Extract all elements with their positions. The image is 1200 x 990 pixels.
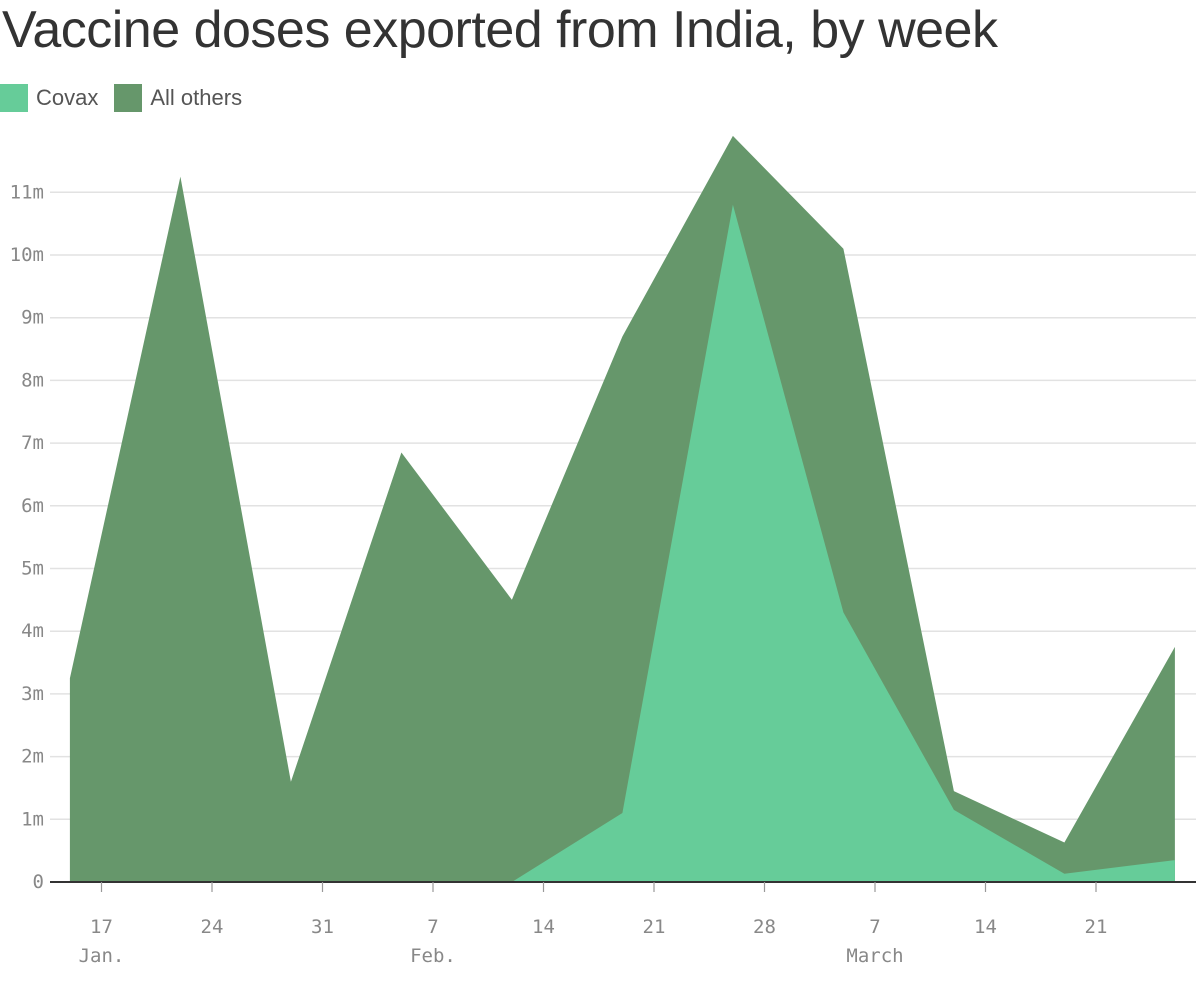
- x-tick-label: 31: [311, 916, 334, 938]
- y-tick-label: 7m: [21, 432, 44, 454]
- legend-label-covax: Covax: [36, 85, 99, 110]
- x-tick-label: 21: [1085, 916, 1108, 938]
- x-tick-label: 17: [90, 916, 113, 938]
- y-tick-label: 9m: [21, 307, 44, 329]
- x-tick-label: 7: [869, 916, 880, 938]
- y-tick-label: 3m: [21, 683, 44, 705]
- y-tick-label: 1m: [21, 808, 44, 830]
- legend-item-all-others: All others: [114, 84, 242, 112]
- x-tick-label: 14: [974, 916, 997, 938]
- y-tick-label: 4m: [21, 620, 44, 642]
- legend-swatch-all-others: [114, 84, 143, 112]
- y-tick-label: 10m: [10, 244, 44, 266]
- x-tick-label: 7: [427, 916, 438, 938]
- legend: Covax All others: [0, 84, 258, 112]
- x-tick-label: 14: [532, 916, 555, 938]
- x-tick-label: 28: [753, 916, 776, 938]
- axes: 0 1m 2m 3m 4m 5m 6m 7m 8m 9m 10m 11m 17 24 31 7 14 21 28 7 1…: [10, 181, 1196, 967]
- y-tick-label: 11m: [10, 181, 44, 203]
- area-series: [69, 135, 1175, 883]
- legend-swatch-covax: [0, 84, 28, 112]
- area-all-others: [69, 135, 1175, 882]
- y-tick-label: 5m: [21, 558, 44, 580]
- area-covax: [69, 204, 1175, 883]
- month-label: Feb.: [410, 945, 456, 967]
- month-label: March: [846, 945, 903, 967]
- y-tick-label: 2m: [21, 746, 44, 768]
- y-tick-label: 8m: [21, 369, 44, 391]
- month-label: Jan.: [79, 945, 125, 967]
- legend-item-covax: Covax: [0, 84, 98, 112]
- x-tick-label: 21: [643, 916, 666, 938]
- y-tick-label: 0: [33, 871, 44, 893]
- chart-title: Vaccine doses exported from India, by we…: [2, 1, 998, 59]
- legend-label-all-others: All others: [150, 85, 243, 110]
- x-tick-label: 24: [201, 916, 224, 938]
- y-tick-label: 6m: [21, 495, 44, 517]
